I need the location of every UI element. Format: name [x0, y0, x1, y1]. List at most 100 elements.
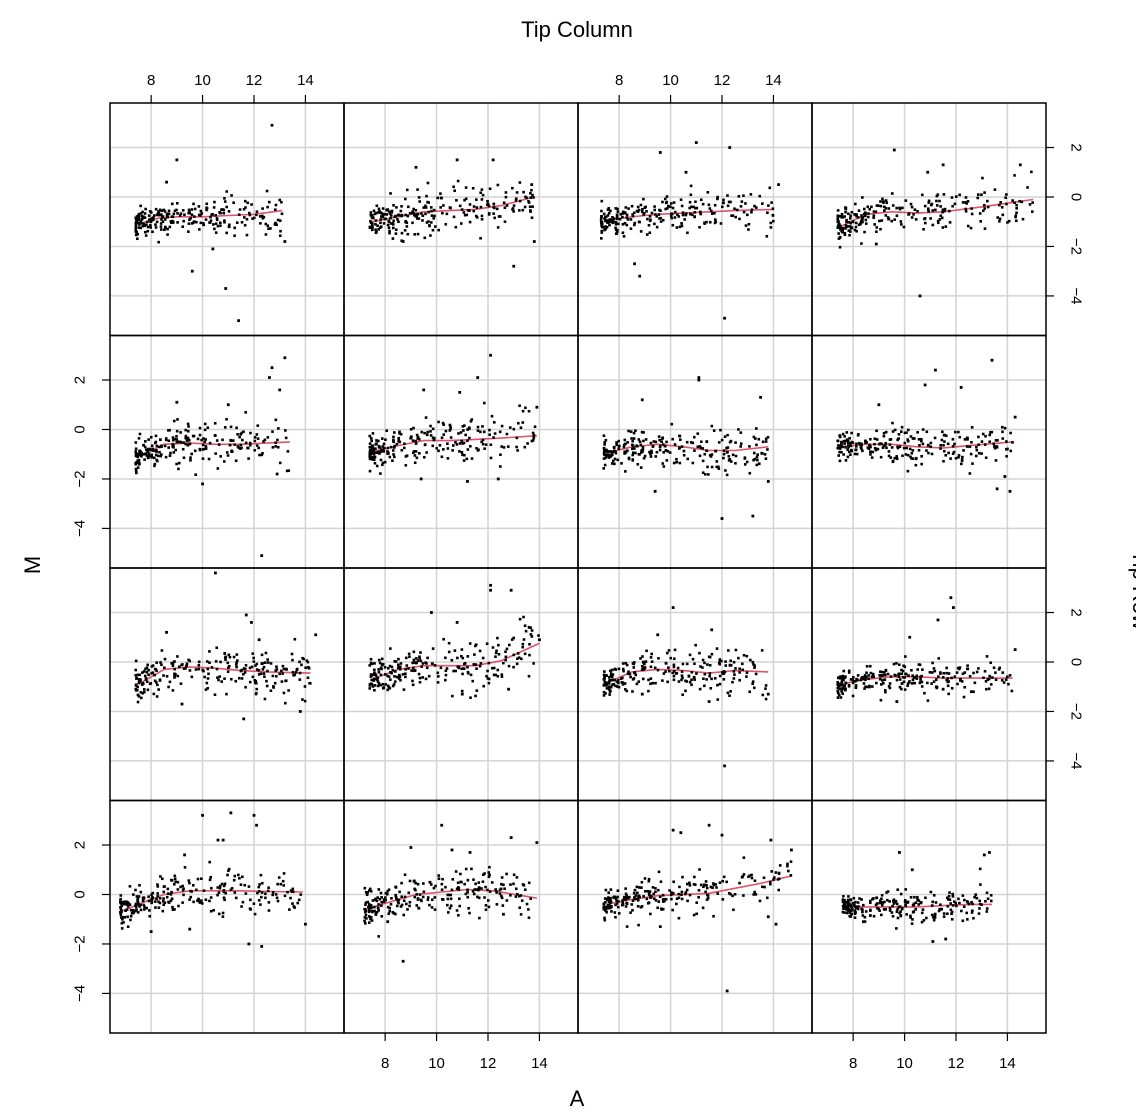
data-point: [370, 446, 374, 450]
data-point: [735, 208, 739, 212]
data-point: [845, 431, 849, 434]
data-point: [404, 668, 407, 671]
data-point: [369, 916, 373, 919]
smooth-line: [372, 196, 535, 223]
data-point: [145, 670, 149, 674]
data-point: [753, 204, 756, 208]
data-point: [611, 216, 614, 219]
data-point: [864, 218, 868, 222]
data-point: [524, 629, 528, 633]
data-point: [761, 202, 764, 205]
data-point: [692, 435, 696, 439]
data-point: [746, 213, 749, 217]
data-point: [672, 201, 676, 204]
data-point: [404, 219, 408, 223]
data-point: [142, 215, 145, 219]
data-point: [697, 895, 700, 899]
data-point: [602, 902, 606, 906]
data-point: [504, 658, 507, 662]
data-point: [615, 902, 619, 905]
data-point: [909, 202, 913, 206]
data-point: [398, 440, 402, 444]
data-point: [406, 214, 410, 218]
data-point: [373, 668, 376, 672]
data-point: [963, 898, 966, 902]
data-point: [422, 388, 426, 392]
data-point: [255, 823, 258, 827]
data-point: [943, 207, 947, 211]
data-point: [519, 426, 523, 430]
data-point: [532, 196, 535, 199]
data-point: [278, 461, 282, 465]
data-point: [386, 905, 390, 909]
data-point: [881, 197, 884, 201]
data-point: [275, 665, 278, 668]
data-point: [954, 195, 958, 198]
data-point: [504, 195, 508, 199]
data-point: [621, 222, 625, 226]
data-point: [227, 210, 231, 213]
data-point: [363, 886, 367, 890]
data-point: [486, 202, 490, 206]
data-point: [140, 218, 144, 221]
data-point: [415, 661, 418, 665]
data-point: [149, 435, 153, 439]
data-point: [883, 678, 887, 682]
data-point: [753, 686, 756, 690]
data-point: [978, 907, 981, 910]
data-point: [937, 909, 941, 913]
data-point: [519, 894, 523, 897]
data-point: [639, 443, 643, 447]
data-point: [948, 891, 951, 894]
data-point: [838, 447, 842, 450]
data-point: [667, 649, 671, 652]
data-point: [747, 228, 750, 231]
data-point: [147, 456, 150, 460]
data-point: [494, 673, 497, 677]
data-point: [210, 213, 214, 216]
data-point: [274, 893, 278, 896]
data-point: [157, 900, 160, 904]
data-point: [680, 204, 684, 208]
data-point: [379, 673, 383, 677]
data-point: [614, 223, 618, 226]
data-point: [932, 667, 936, 670]
data-point: [625, 216, 629, 219]
data-point: [381, 215, 385, 219]
data-point: [412, 658, 416, 662]
data-point: [141, 216, 145, 220]
data-point: [259, 222, 262, 225]
data-point: [875, 681, 878, 685]
data-point: [426, 898, 430, 901]
data-point: [205, 206, 208, 210]
data-point: [663, 444, 667, 448]
data-point: [866, 215, 870, 219]
data-point: [974, 454, 978, 458]
data-point: [396, 675, 400, 679]
data-point: [260, 891, 264, 894]
data-point: [753, 890, 756, 894]
data-point: [732, 908, 735, 912]
data-point: [633, 221, 637, 225]
data-point: [381, 437, 384, 440]
data-point: [417, 437, 421, 441]
data-point: [723, 670, 727, 674]
data-point: [636, 904, 640, 908]
data-point: [897, 437, 900, 440]
data-point: [896, 916, 900, 920]
data-point: [867, 677, 870, 681]
data-point: [147, 218, 151, 221]
data-point: [637, 680, 641, 683]
data-point: [252, 813, 256, 817]
data-point: [840, 215, 843, 219]
data-point: [655, 450, 659, 454]
data-point: [148, 914, 152, 918]
data-point: [905, 446, 909, 450]
data-point: [890, 446, 894, 449]
data-point: [861, 449, 864, 453]
data-point: [930, 671, 934, 674]
data-point: [487, 212, 491, 215]
data-point: [716, 195, 719, 199]
data-point: [709, 209, 713, 213]
data-point: [609, 901, 612, 905]
